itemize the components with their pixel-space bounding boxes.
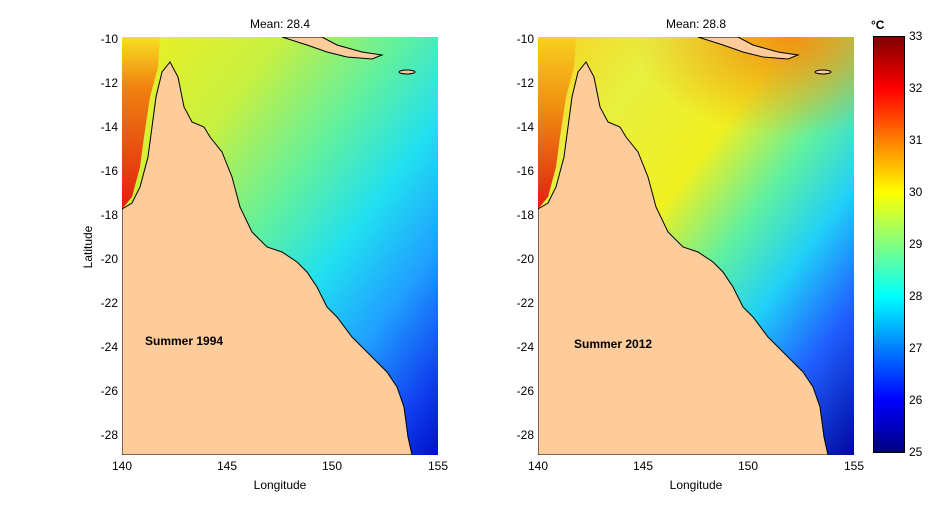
left-ytick: -24 [100,340,118,354]
left-ytick: -22 [100,296,118,310]
colorbar-tick: 26 [909,393,923,407]
colorbar-unit: °C [871,18,885,32]
colorbar-tick: 28 [909,289,923,303]
colorbar-tick: 32 [909,81,923,95]
right-ytick: -20 [516,252,534,266]
right-plot-title: Mean: 28.8 [665,17,727,31]
right-xtick: 140 [527,459,549,473]
colorbar-tick: 30 [909,185,923,199]
left-xtick: 145 [216,459,238,473]
left-ytick: -18 [100,208,118,222]
right-xtick: 145 [632,459,654,473]
left-ytick: -10 [100,32,118,46]
right-ytick: -14 [516,120,534,134]
left-ytick: -26 [100,384,118,398]
right-xtick: 155 [843,459,865,473]
right-ytick: -12 [516,76,534,90]
right-ytick: -18 [516,208,534,222]
left-xtick: 150 [321,459,343,473]
colorbar-tick: 31 [909,133,923,147]
left-season-label: Summer 1994 [145,334,224,348]
left-ytick: -20 [100,252,118,266]
colorbar-tick: 29 [909,237,923,251]
left-ytick: -12 [100,76,118,90]
right-ytick: -10 [516,32,534,46]
right-ytick: -24 [516,340,534,354]
left-xtick: 155 [427,459,449,473]
right-season-label: Summer 2012 [574,337,653,351]
colorbar-tick: 33 [909,29,923,43]
left-ylabel: Latitude [81,225,95,269]
colorbar-tick: 25 [909,445,923,459]
left-ytick: -14 [100,120,118,134]
colorbar [873,36,905,453]
left-ytick: -16 [100,164,118,178]
left-xlabel: Longitude [253,478,307,492]
right-xtick: 150 [737,459,759,473]
right-ytick: -22 [516,296,534,310]
right-xlabel: Longitude [669,478,723,492]
right-ytick: -26 [516,384,534,398]
left-xtick: 140 [111,459,133,473]
left-map [122,37,438,455]
left-plot-title: Mean: 28.4 [249,17,311,31]
right-ytick: -16 [516,164,534,178]
colorbar-tick: 27 [909,341,923,355]
right-map [538,37,854,455]
right-ytick: -28 [516,428,534,442]
left-ytick: -28 [100,428,118,442]
